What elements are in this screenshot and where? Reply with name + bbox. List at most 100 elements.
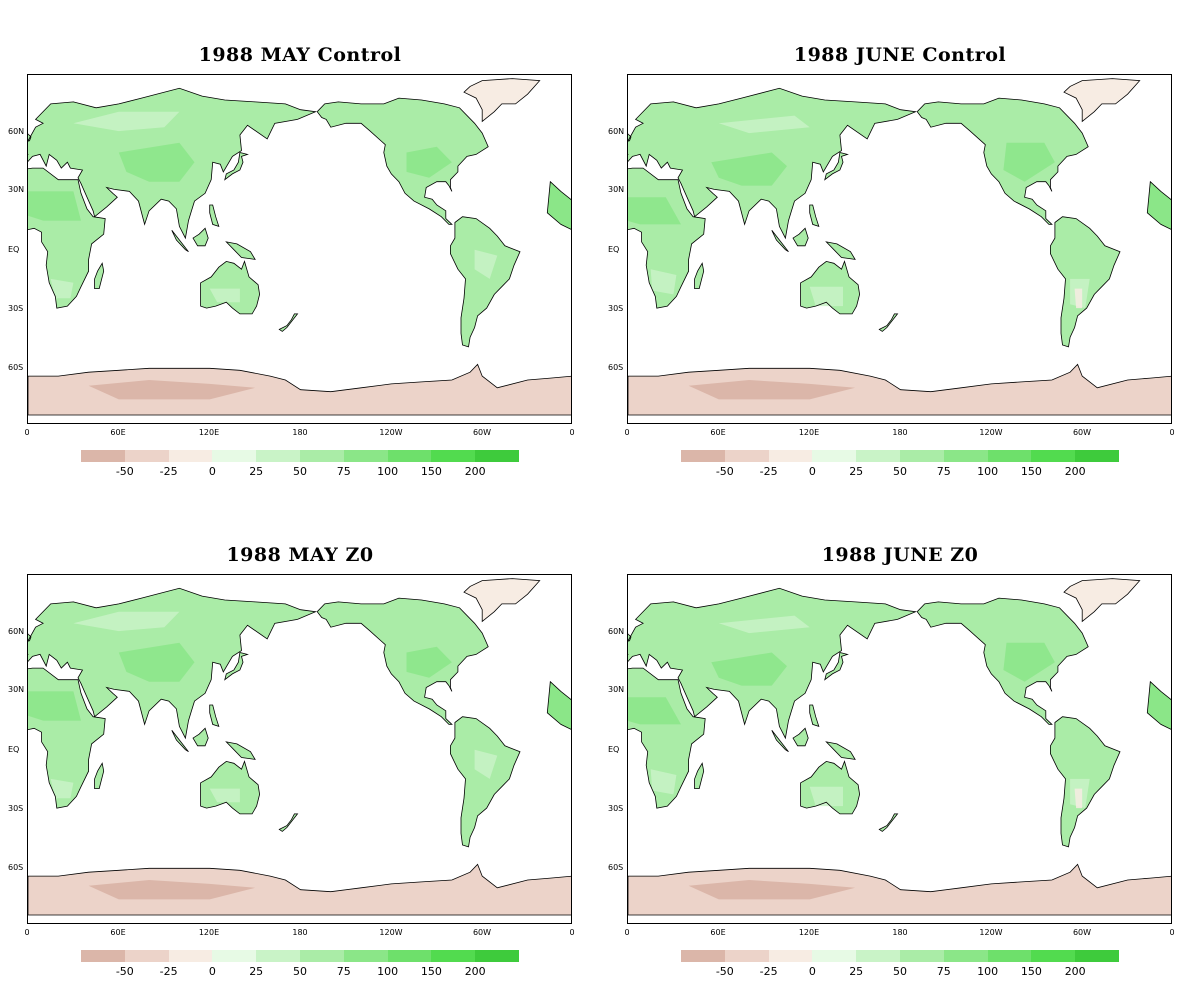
colorbar-tick-label: 50	[893, 465, 907, 478]
australia-coastline	[800, 260, 861, 315]
colorbar-swatch	[475, 450, 519, 462]
colorbar-swatch	[168, 950, 213, 962]
latitude-label: EQ	[8, 245, 20, 254]
borneo-coastline	[192, 227, 209, 247]
colorbar-tick-label: 150	[1020, 465, 1042, 478]
colorbar	[681, 450, 1119, 462]
colorbar-tick-label: 100	[377, 465, 399, 478]
colorbar-tick-label: -50	[115, 465, 134, 478]
contour-shade	[50, 278, 74, 299]
samerica-coastline	[449, 716, 521, 848]
colorbar-swatch	[431, 950, 476, 962]
colorbar-tick-label: 25	[849, 965, 864, 978]
map-frame	[627, 574, 1172, 924]
colorbar-swatch	[81, 450, 125, 462]
latitude-label: 60N	[608, 127, 625, 136]
colorbar-tick-label: -25	[759, 965, 778, 978]
newguinea-coastline	[825, 241, 856, 260]
newzealand-region	[279, 813, 298, 832]
newguinea-coastline	[825, 741, 856, 760]
antarctica-region	[628, 863, 1171, 916]
longitude-label: 0	[569, 428, 575, 437]
colorbar-swatch	[387, 450, 432, 462]
latitude-label: 60N	[608, 627, 625, 636]
contour-shade	[474, 749, 498, 779]
antarctica-shade	[688, 380, 856, 400]
antarctica-shade	[88, 880, 256, 900]
newzealand-coastline	[278, 813, 299, 832]
longitude-label: 0	[569, 928, 575, 937]
colorbar-swatch	[212, 450, 257, 462]
japan-coastline	[824, 152, 849, 181]
latitude-label: 30S	[608, 304, 624, 313]
africa-coastline	[628, 667, 706, 809]
longitude-label: 0	[24, 928, 30, 937]
borneo-region	[193, 228, 209, 246]
newzealand-coastline	[878, 313, 899, 332]
philippines-coastline	[209, 204, 220, 228]
contour-shade	[628, 197, 681, 225]
antarctica-shade	[88, 380, 256, 400]
colorbar-swatch	[168, 450, 213, 462]
longitude-label: 120W	[379, 928, 403, 937]
colorbar-tick-label: 0	[808, 465, 816, 478]
colorbar-tick-label: 25	[249, 965, 264, 978]
latitude-label: 30N	[8, 685, 25, 694]
colorbar-tick-label: 25	[249, 465, 264, 478]
newguinea-region	[226, 241, 256, 260]
latitude-label: 30S	[608, 804, 624, 813]
namerica-region	[317, 98, 489, 225]
samerica-region	[450, 716, 520, 847]
greenland-region	[463, 78, 541, 123]
newzealand-region	[879, 313, 898, 332]
newzealand-region	[879, 813, 898, 832]
namerica-coastline	[916, 597, 1089, 725]
longitude-label: 180	[292, 428, 308, 437]
namerica-coastline	[916, 97, 1089, 225]
map-frame	[627, 74, 1172, 424]
samerica-region	[450, 216, 520, 347]
newzealand-coastline	[878, 813, 899, 832]
contour-shade	[406, 146, 452, 178]
colorbar-swatch	[387, 950, 432, 962]
colorbar-tick-label: 100	[977, 965, 999, 978]
contour-shade	[650, 769, 677, 795]
japan-coastline	[224, 652, 249, 681]
latitude-label: EQ	[8, 745, 20, 754]
latitude-label: EQ	[608, 745, 620, 754]
colorbar-tick-label: 150	[420, 965, 442, 978]
borneo-coastline	[192, 727, 209, 747]
map-panel: 1988 JUNE Z0 60N 30N EQ 30S 60S 0 60E 120E 180 120…	[600, 500, 1200, 1000]
colorbar-tick-label: -50	[715, 965, 734, 978]
contour-shade	[73, 611, 180, 632]
colorbar-swatch	[681, 950, 725, 962]
contour-shade	[73, 111, 180, 132]
colorbar-swatch	[856, 950, 900, 962]
colorbar-swatch	[1031, 950, 1076, 962]
colorbar-swatch	[1031, 450, 1076, 462]
longitude-label: 60W	[472, 428, 492, 437]
namerica-coastline	[316, 97, 489, 225]
longitude-label: 0	[1169, 928, 1175, 937]
latitude-label: 30S	[8, 804, 24, 813]
newguinea-coastline	[225, 241, 256, 260]
newguinea-region	[826, 741, 856, 760]
colorbar-swatch	[768, 950, 813, 962]
colorbar-tick-label: 200	[1064, 965, 1086, 978]
australia-coastline	[200, 760, 261, 815]
contour-shade	[1074, 288, 1083, 309]
eurasia-coastline	[628, 587, 918, 740]
colorbar-tick-label: 100	[377, 965, 399, 978]
contour-shade	[650, 269, 677, 295]
colorbar-swatch	[1075, 950, 1119, 962]
samerica-coastline	[449, 216, 521, 348]
contour-shade	[209, 288, 240, 303]
colorbar-swatch	[256, 950, 300, 962]
newguinea-region	[226, 741, 256, 760]
contour-shade	[1074, 788, 1083, 809]
contour-shade	[28, 191, 81, 221]
colorbar-swatch	[431, 450, 476, 462]
colorbar-tick-label: 75	[936, 965, 951, 978]
africa-coastline	[28, 167, 106, 309]
japan-coastline	[224, 152, 249, 181]
